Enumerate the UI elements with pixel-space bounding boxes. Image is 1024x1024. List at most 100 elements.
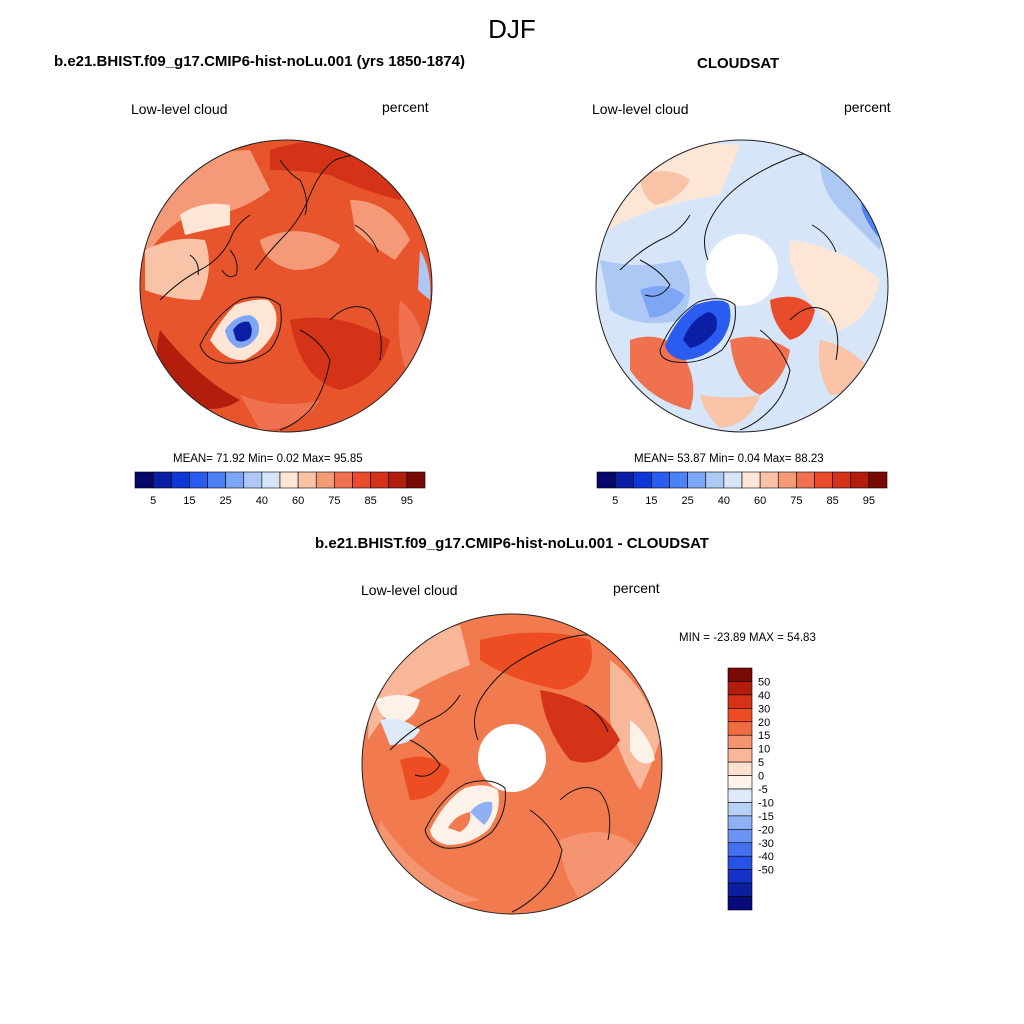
colorbar-diff-tick-label: 5 xyxy=(758,757,764,769)
colorbar-obs-swatch xyxy=(687,471,707,489)
colorbar-model-tick-label: 95 xyxy=(401,495,413,507)
colorbar-diff-swatch xyxy=(727,667,753,682)
colorbar-obs-tick-label: 60 xyxy=(754,495,766,507)
colorbar-model-swatch xyxy=(189,471,208,489)
model-max-value: 95.85 xyxy=(333,453,363,465)
obs-mean-value: 53.87 xyxy=(677,453,706,465)
panel-obs-left-label: Low-level cloud xyxy=(592,101,689,117)
model-min-label: Min= xyxy=(248,453,274,465)
colorbar-obs-swatch xyxy=(614,471,634,489)
colorbar-model-tick-label: 25 xyxy=(220,495,232,507)
panel-diff-left-label: Low-level cloud xyxy=(361,582,458,598)
colorbar-obs-tick-label: 85 xyxy=(827,495,839,507)
colorbar-obs-swatch xyxy=(669,471,688,489)
colorbar-diff-swatch xyxy=(727,761,753,776)
colorbar-model-swatch xyxy=(152,471,172,489)
colorbar-diff-swatch xyxy=(727,748,753,763)
panel-obs-units-label: percent xyxy=(844,99,891,115)
colorbar-model-swatch xyxy=(315,471,335,489)
colorbar-diff-swatch xyxy=(727,869,753,884)
diff-max-label: MAX = xyxy=(749,632,784,644)
obs-max-value: 88.23 xyxy=(794,453,824,465)
colorbar-model-tick-label: 15 xyxy=(183,495,195,507)
colorbar-model-swatch xyxy=(388,471,408,489)
colorbar-diff-swatch xyxy=(727,734,753,749)
panel-obs-stats: MEAN= 53.87 Min= 0.04 Max= 88.23 xyxy=(634,453,824,465)
colorbar-diff-tick-label: -15 xyxy=(758,811,774,823)
colorbar-diff-swatch xyxy=(727,802,753,817)
season-title: DJF xyxy=(488,14,536,44)
diff-min-label: MIN = xyxy=(679,632,710,644)
diff-min-value: -23.89 xyxy=(713,632,746,644)
colorbar-obs-swatch xyxy=(723,471,743,489)
colorbar-obs-swatch xyxy=(832,471,852,489)
colorbar-diff-tick-label: 30 xyxy=(758,703,770,715)
colorbar-model-swatch xyxy=(370,471,390,489)
colorbar-model-swatch xyxy=(297,471,317,489)
colorbar-obs-swatch xyxy=(596,471,616,489)
obs-min-value: 0.04 xyxy=(737,453,760,465)
colorbar-model-swatch xyxy=(352,471,371,489)
colorbar-obs-tick-label: 75 xyxy=(790,495,802,507)
panel-diff-units-label: percent xyxy=(613,580,660,596)
colorbar-diff-swatch xyxy=(727,896,753,911)
diff-max-value: 54.83 xyxy=(787,632,816,644)
colorbar-diff-swatch xyxy=(727,882,753,897)
panel-diff-stats: MIN = -23.89 MAX = 54.83 xyxy=(679,632,816,644)
colorbar-obs-tick-label: 5 xyxy=(612,495,618,507)
colorbar-diff-swatch xyxy=(727,694,753,709)
colorbar-obs-swatch xyxy=(777,471,797,489)
colorbar-diff-tick-label: -5 xyxy=(758,784,768,796)
colorbar-diff-tick-label: 15 xyxy=(758,730,770,742)
colorbar-diff-tick-label: -50 xyxy=(758,865,774,877)
colorbar-diff-swatch xyxy=(727,775,753,790)
colorbar-diff-swatch xyxy=(727,708,753,723)
colorbar-model-tick-label: 60 xyxy=(292,495,304,507)
colorbar-diff-tick-label: -20 xyxy=(758,824,774,836)
colorbar-model-swatch xyxy=(134,471,154,489)
panel-model-left-label: Low-level cloud xyxy=(131,101,228,117)
colorbar-diff-tick-label: 0 xyxy=(758,771,764,783)
colorbar-diff-tick-label: 40 xyxy=(758,690,770,702)
colorbar-model-swatch xyxy=(170,471,190,489)
colorbar-model-swatch xyxy=(334,471,353,489)
colorbar-obs-swatch xyxy=(632,471,652,489)
colorbar-obs-tick-label: 15 xyxy=(645,495,657,507)
model-mean-label: MEAN= xyxy=(173,453,213,465)
colorbar-model-swatch xyxy=(207,471,226,489)
panel-model-stats: MEAN= 71.92 Min= 0.02 Max= 95.85 xyxy=(173,453,363,465)
colorbar-obs-tick-label: 40 xyxy=(718,495,730,507)
colorbar-obs-swatch xyxy=(868,471,888,489)
colorbar-diff-tick-label: 50 xyxy=(758,676,770,688)
colorbar-obs: 5 15 25 40 60 75 85 95 xyxy=(596,471,888,507)
panel-diff-title: b.e21.BHIST.f09_g17.CMIP6-hist-noLu.001 … xyxy=(315,535,709,552)
colorbar-obs-tick-label: 25 xyxy=(682,495,694,507)
panel-model-title: b.e21.BHIST.f09_g17.CMIP6-hist-noLu.001 … xyxy=(54,53,465,70)
colorbar-diff-swatch xyxy=(727,829,753,844)
colorbar-model-swatch xyxy=(261,471,281,489)
obs-max-label: Max= xyxy=(763,453,792,465)
obs-min-label: Min= xyxy=(709,453,735,465)
model-max-label: Max= xyxy=(302,453,331,465)
colorbar-model: 5 15 25 40 60 75 85 95 xyxy=(134,471,426,507)
colorbar-model-swatch xyxy=(406,471,426,489)
colorbar-diff-swatch xyxy=(727,681,753,696)
colorbar-model-swatch xyxy=(225,471,245,489)
obs-mean-label: MEAN= xyxy=(634,453,674,465)
colorbar-model-swatch xyxy=(279,471,299,489)
colorbar-model-tick-label: 5 xyxy=(150,495,156,507)
panel-model-units-label: percent xyxy=(382,99,429,115)
colorbar-model-tick-label: 40 xyxy=(256,495,268,507)
model-mean-value: 71.92 xyxy=(216,453,245,465)
colorbar-diff-swatch xyxy=(727,721,753,736)
colorbar-diff-swatch xyxy=(727,855,753,870)
colorbar-obs-swatch xyxy=(705,471,725,489)
colorbar-diff-tick-label: -40 xyxy=(758,851,774,863)
model-min-value: 0.02 xyxy=(276,453,299,465)
colorbar-diff-tick-label: -30 xyxy=(758,838,774,850)
colorbar-diff-swatch xyxy=(727,842,753,857)
colorbar-model-tick-label: 85 xyxy=(365,495,377,507)
